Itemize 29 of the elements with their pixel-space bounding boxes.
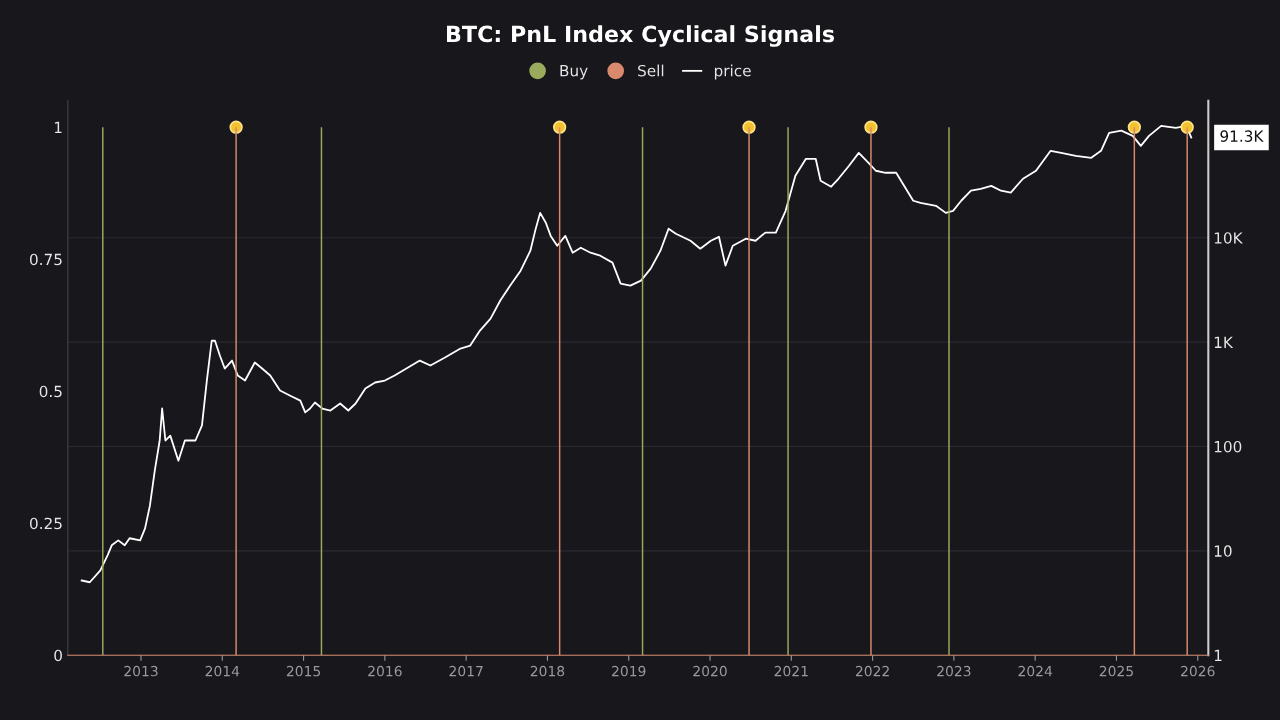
text: 91.3K <box>1220 130 1264 142</box>
legend-label: price <box>714 64 751 80</box>
y2-tick-label: 10K <box>1214 232 1243 244</box>
y-tick-label: 0 <box>54 649 62 662</box>
x-tick-label: 2025 <box>1099 665 1133 677</box>
x-tick-label: 2026 <box>1181 665 1215 677</box>
x-tick-label: 2020 <box>693 665 727 677</box>
x-tick-label: 2022 <box>855 665 889 677</box>
x-tick-label: 2017 <box>449 665 483 677</box>
x-tick-label: 2024 <box>1018 665 1053 677</box>
y2-tick-label: 100 <box>1214 440 1242 453</box>
y2-tick-label: 1K <box>1214 336 1234 348</box>
y-tick-label: 1 <box>54 121 62 133</box>
legend-label: Buy <box>560 65 588 80</box>
x-tick-label: 2019 <box>612 665 646 677</box>
y2-tick-label: 10 <box>1214 545 1232 557</box>
x-tick-label: 2015 <box>286 665 321 677</box>
x-tick-label: 2023 <box>937 665 971 677</box>
legend-label: Sell <box>638 64 664 77</box>
y2-tick-label: 1 <box>1214 649 1222 661</box>
y-tick-label: 0.75 <box>29 253 62 266</box>
y-tick-label: 0.25 <box>29 517 62 530</box>
x-tick-label: 2021 <box>774 665 808 677</box>
chart-title: BTC: PnL Index Cyclical Signals <box>447 25 834 47</box>
x-tick-label: 2013 <box>124 665 158 677</box>
x-tick-label: 2016 <box>368 665 402 677</box>
y-tick-label: 0.5 <box>39 385 62 398</box>
x-tick-label: 2018 <box>530 665 565 677</box>
x-tick-label: 2014 <box>205 665 240 677</box>
